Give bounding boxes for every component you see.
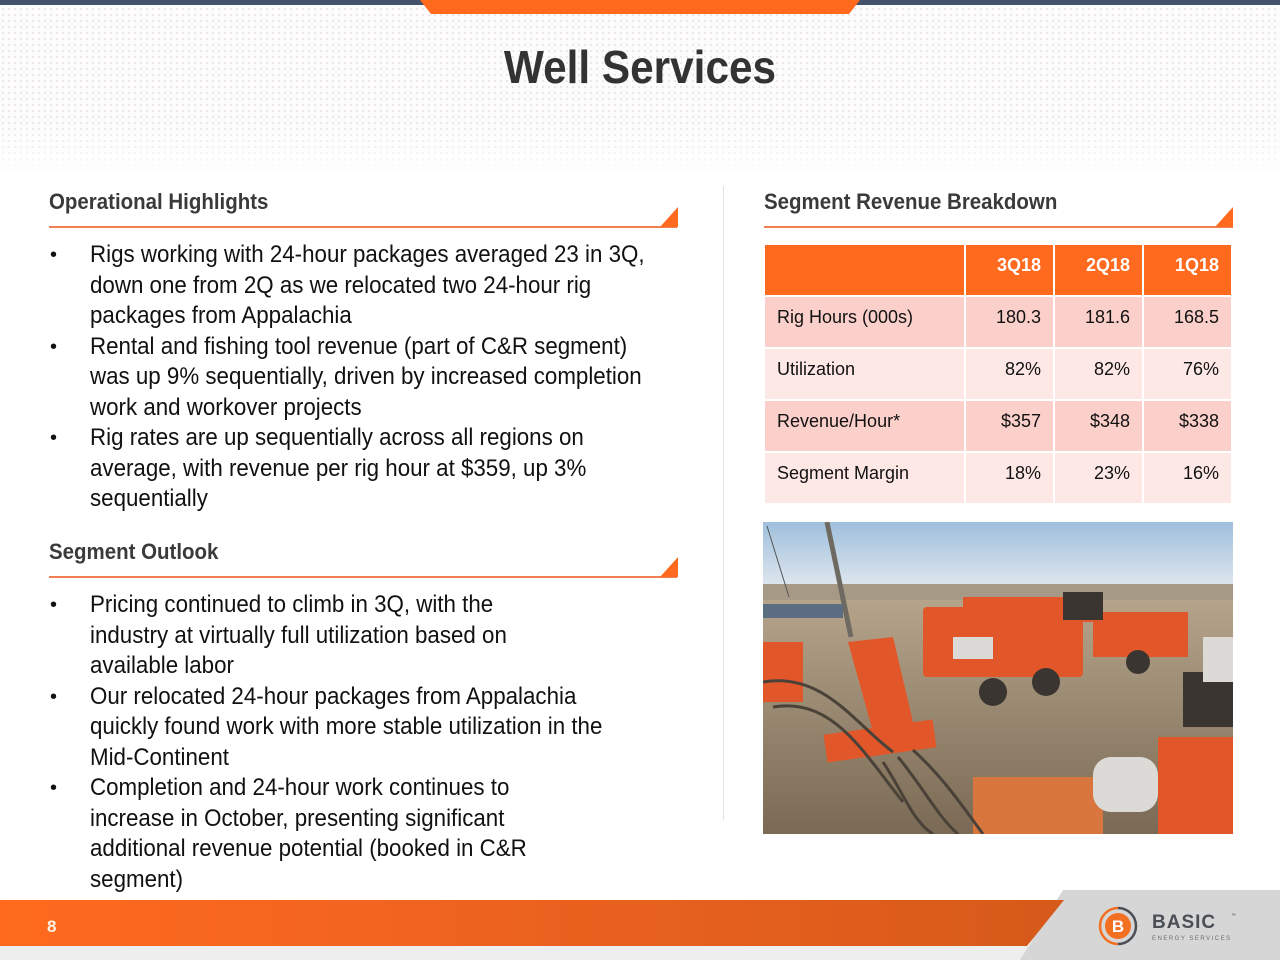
basic-energy-services-logo: B BASIC ™ ENERGY SERVICES <box>1098 903 1238 947</box>
bullet-icon: • <box>50 244 58 266</box>
logo-trademark: ™ <box>1231 913 1236 919</box>
cell-value: $348 <box>1055 401 1142 451</box>
logo-b-mark-icon: B <box>1098 906 1138 946</box>
cell-value: 168.5 <box>1144 297 1231 347</box>
rule-corner-triangle <box>1215 207 1233 227</box>
cell-value: 82% <box>966 349 1053 399</box>
top-accent-tab <box>420 0 860 14</box>
row-label: Segment Margin <box>765 453 964 503</box>
row-label: Revenue/Hour* <box>765 401 964 451</box>
page-number: 8 <box>47 917 57 936</box>
logo-tagline: ENERGY SERVICES <box>1152 936 1232 942</box>
operational-highlights-heading: Operational Highlights <box>49 189 269 214</box>
cell-value: 23% <box>1055 453 1142 503</box>
footer-band <box>0 900 1064 946</box>
operational-highlights-rule <box>49 226 677 228</box>
column-header-2q18: 2Q18 <box>1055 245 1142 295</box>
operational-highlights-list: • Rigs working with 24-hour packages ave… <box>50 240 730 515</box>
segment-revenue-table: 3Q18 2Q18 1Q18 Rig Hours (000s) 180.3 18… <box>763 243 1233 505</box>
cell-value: $338 <box>1144 401 1231 451</box>
table-row: Utilization 82% 82% 76% <box>765 349 1231 399</box>
logo-wordmark: BASIC <box>1152 912 1217 933</box>
column-header-3q18: 3Q18 <box>966 245 1053 295</box>
list-item: • Rental and fishing tool revenue (part … <box>50 332 642 421</box>
svg-text:B: B <box>1112 917 1124 936</box>
footer-strip <box>0 946 1280 960</box>
rule-corner-triangle <box>660 207 678 227</box>
page-title: Well Services <box>503 41 777 93</box>
list-item: • Completion and 24-hour work continues … <box>50 774 527 893</box>
column-divider <box>723 186 724 820</box>
cell-value: 76% <box>1144 349 1231 399</box>
segment-outlook-rule <box>49 576 677 578</box>
table-row: Rig Hours (000s) 180.3 181.6 168.5 <box>765 297 1231 347</box>
list-item: • Our relocated 24-hour packages from Ap… <box>50 682 603 771</box>
row-label: Utilization <box>765 349 964 399</box>
table-row: Revenue/Hour* $357 $348 $338 <box>765 401 1231 451</box>
list-item: • Pricing continued to climb in 3Q, with… <box>50 591 507 679</box>
rule-corner-triangle <box>660 557 678 577</box>
bullet-icon: • <box>50 594 58 616</box>
column-header-1q18: 1Q18 <box>1144 245 1231 295</box>
cell-value: 16% <box>1144 453 1231 503</box>
bullet-icon: • <box>50 777 58 799</box>
header-background-pattern <box>0 0 1280 180</box>
bullet-icon: • <box>50 685 58 708</box>
bullet-icon: • <box>50 427 58 449</box>
segment-revenue-heading: Segment Revenue Breakdown <box>764 189 1058 214</box>
footer-logo-panel <box>1020 890 1280 960</box>
cell-value: 18% <box>966 453 1053 503</box>
cell-value: 82% <box>1055 349 1142 399</box>
cell-value: $357 <box>966 401 1053 451</box>
table-header-row: 3Q18 2Q18 1Q18 <box>765 245 1231 295</box>
table-header-blank <box>765 245 964 295</box>
segment-revenue-rule <box>764 226 1233 228</box>
cell-value: 180.3 <box>966 297 1053 347</box>
list-item: • Rigs working with 24-hour packages ave… <box>50 241 645 329</box>
well-site-equipment-photo <box>763 522 1233 834</box>
segment-outlook-list: • Pricing continued to climb in 3Q, with… <box>50 590 665 895</box>
list-item: • Rig rates are up sequentially across a… <box>50 424 587 512</box>
segment-outlook-heading: Segment Outlook <box>49 539 219 564</box>
table-row: Segment Margin 18% 23% 16% <box>765 453 1231 503</box>
cell-value: 181.6 <box>1055 297 1142 347</box>
row-label: Rig Hours (000s) <box>765 297 964 347</box>
bullet-icon: • <box>50 335 58 358</box>
